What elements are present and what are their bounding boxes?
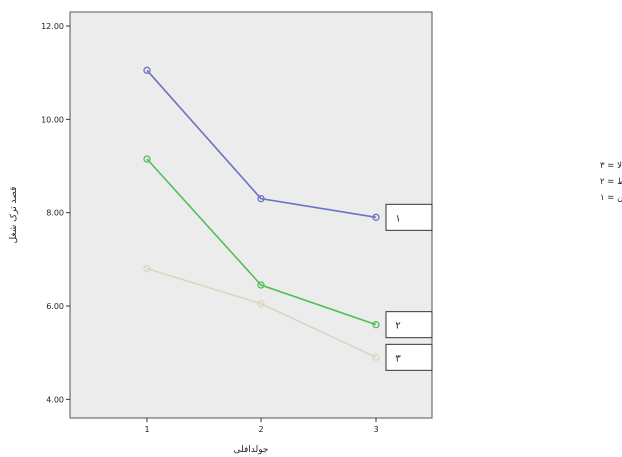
series-end-label: ۱ — [395, 213, 400, 224]
y-axis-title: قصد ترک شغل — [8, 187, 19, 244]
series-line-3 — [146, 267, 377, 359]
data-point — [257, 281, 265, 289]
series-end-box — [385, 343, 433, 371]
y-axis: 4.00 6.00 8.00 10.00 12.00 — [41, 22, 70, 404]
y-tick-label: 4.00 — [46, 395, 64, 404]
data-point — [257, 195, 265, 203]
y-tick-label: 8.00 — [46, 209, 64, 218]
y-tick-label: 12.00 — [41, 22, 64, 31]
plot-area — [69, 11, 433, 419]
series-end-label: ۳ — [395, 353, 401, 364]
x-tick-label: 2 — [258, 425, 263, 434]
data-point — [372, 213, 380, 221]
data-point — [143, 155, 151, 163]
data-point — [257, 300, 265, 308]
series-end-box — [385, 203, 433, 231]
data-point — [143, 265, 151, 273]
x-axis-title: جولدافلی — [234, 445, 269, 455]
x-tick-label: 1 — [144, 425, 149, 434]
data-point — [143, 66, 151, 74]
data-point — [372, 321, 380, 329]
y-tick-label: 10.00 — [41, 115, 64, 124]
series-line-1 — [146, 69, 377, 219]
x-tick-label: 3 — [373, 425, 378, 434]
legend-entry: خودارزشیابی محوری متوسط = ۲ — [600, 177, 622, 187]
legend-entry: خودارزشیابی محوری پایین = ۱ — [600, 193, 622, 203]
x-axis: 1 2 3 — [144, 418, 379, 434]
legend-entry: خودارزشیابی محوری بالا = ۳ — [600, 161, 622, 171]
series-end-label: ۲ — [395, 321, 400, 332]
data-point — [372, 353, 380, 361]
legend: خودارزشیابی محوری بالا = ۳ خودارزشیابی مح… — [600, 161, 622, 203]
series-end-box — [385, 311, 433, 339]
y-tick-label: 6.00 — [46, 302, 64, 311]
series-layer: ۱ ۲ ۳ — [143, 66, 433, 371]
series-line-2 — [146, 158, 377, 326]
